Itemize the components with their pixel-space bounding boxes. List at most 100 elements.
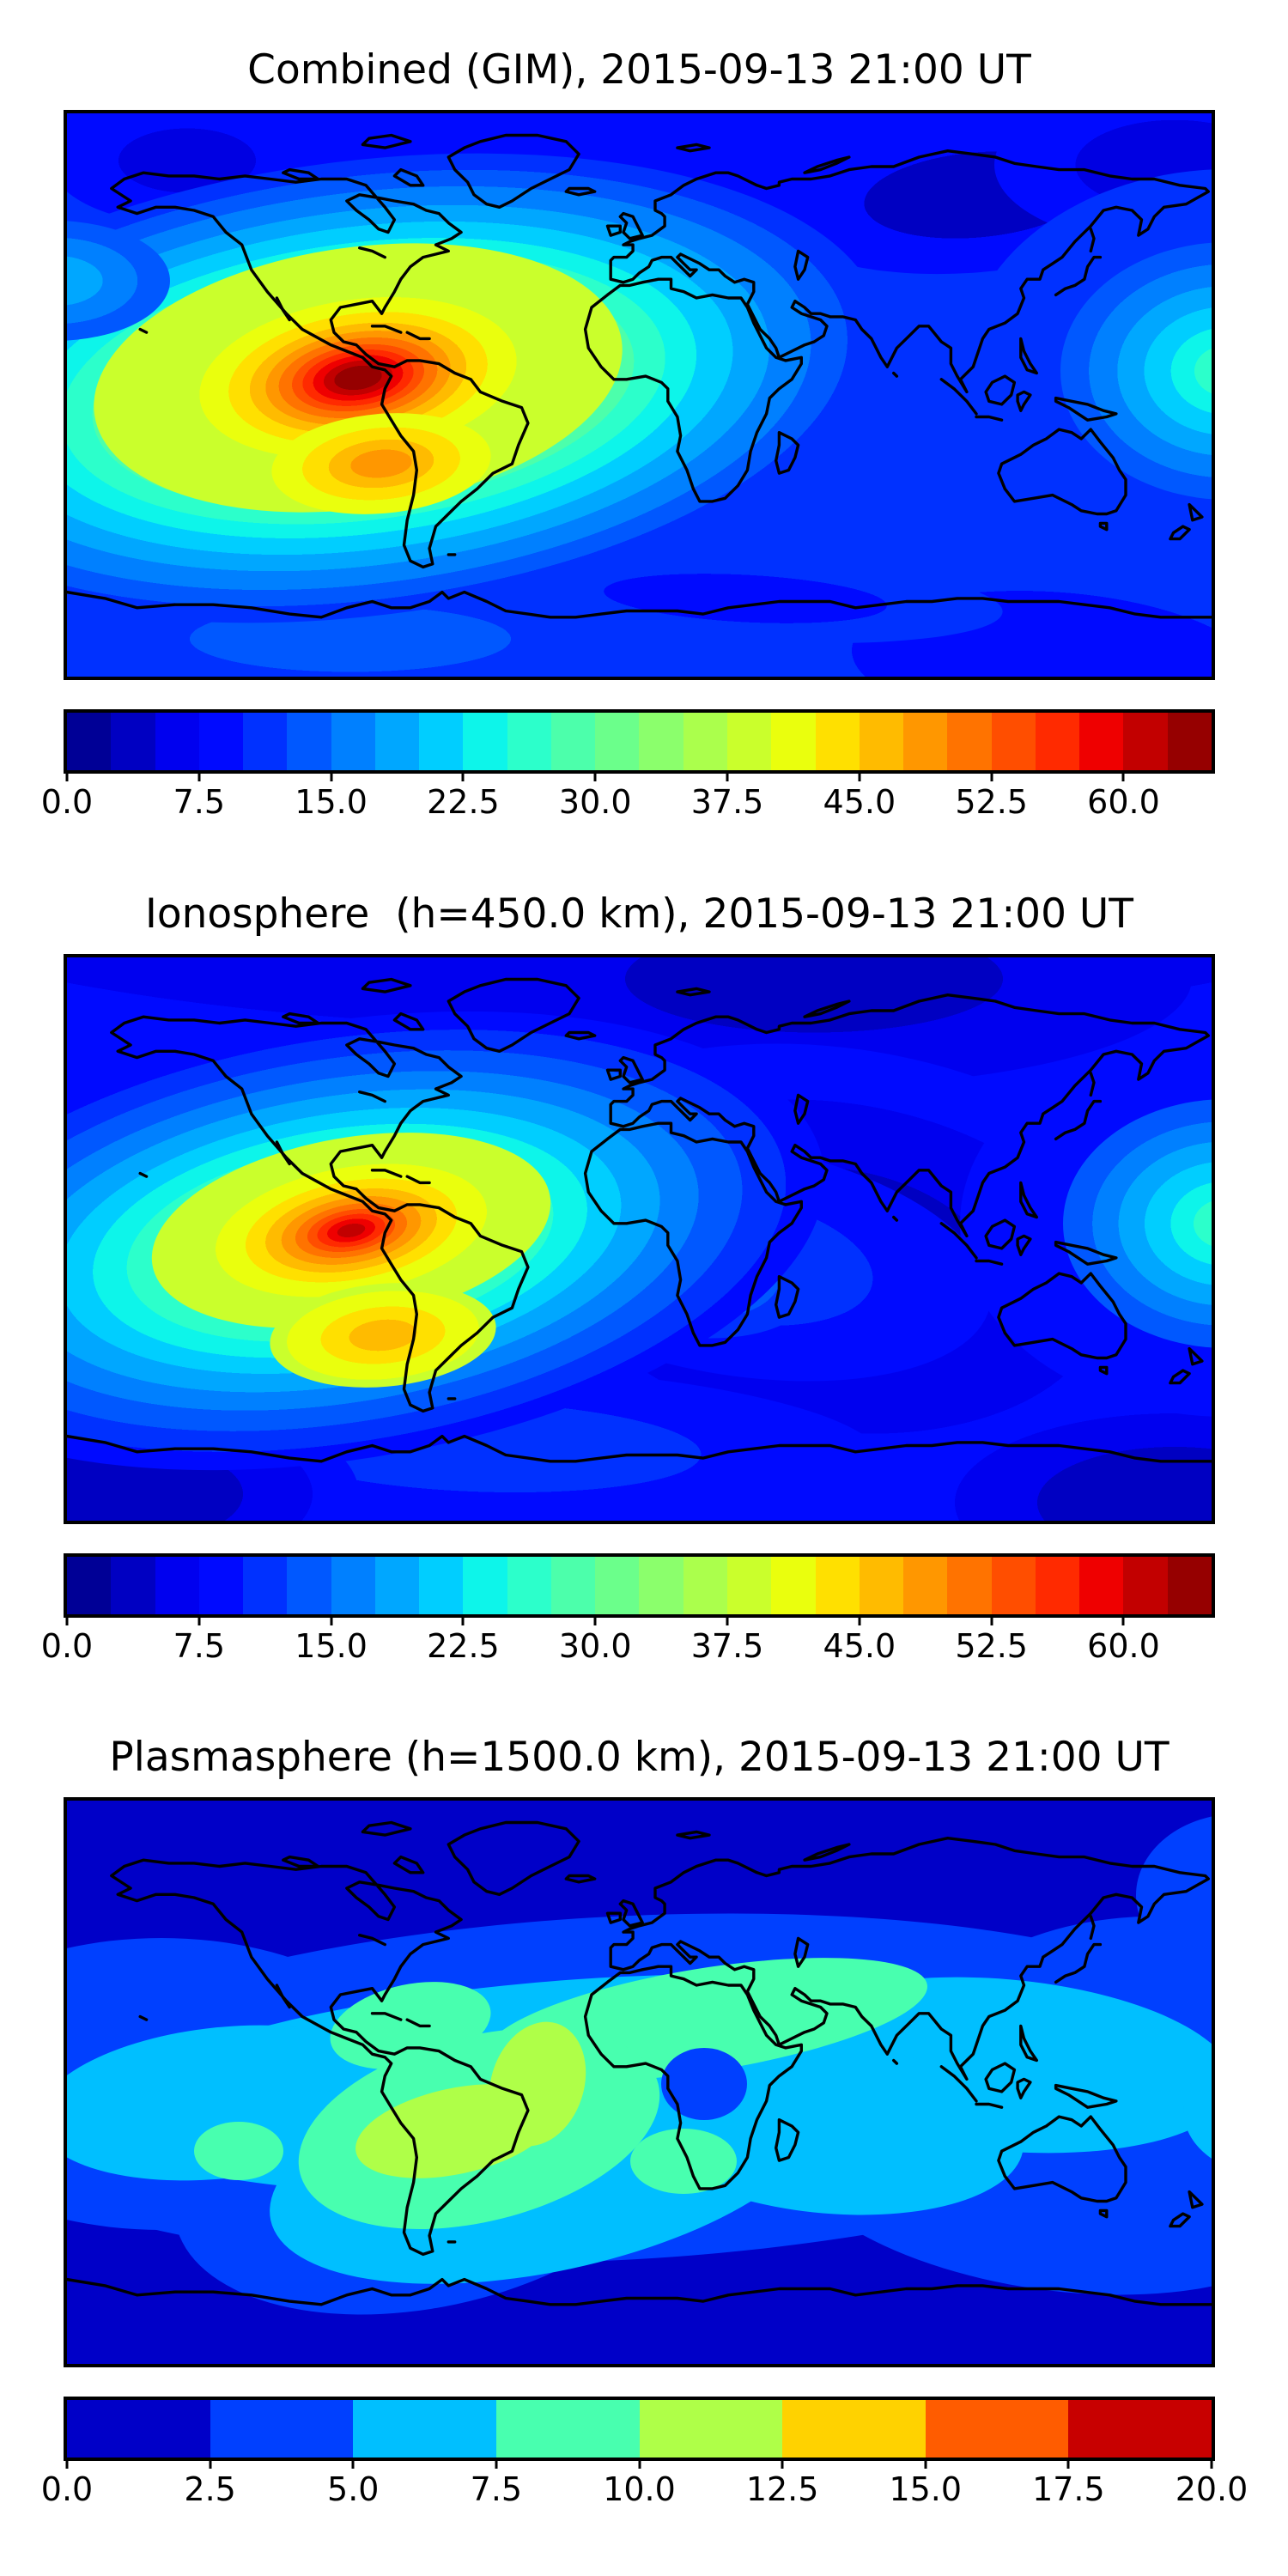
colorbar-tick-label: 0.0 <box>40 783 94 821</box>
colorbar-segment <box>859 713 904 770</box>
colorbar-segment <box>639 2400 783 2458</box>
colorbar-tick-label: 2.5 <box>184 2470 236 2508</box>
colorbar-segment <box>639 1557 683 1614</box>
coastlines <box>67 977 1212 1463</box>
colorbar-tick-mark <box>726 770 729 781</box>
colorbar-tick-label: 52.5 <box>955 783 1028 821</box>
colorbar-labels-plasmasphere: 0.0 2.5 5.0 7.5 10.0 12.5 15.0 17.5 20.0 <box>41 2470 1249 2513</box>
panel-title-combined: Combined (GIM), 2015-09-13 21:00 UT <box>247 46 1031 94</box>
colorbar-ionosphere <box>64 1553 1215 1618</box>
colorbar-segment <box>726 713 772 770</box>
colorbar-tick-mark <box>461 1614 465 1625</box>
colorbar-tick-label: 17.5 <box>1032 2470 1105 2508</box>
colorbar-tick-label: 7.5 <box>173 783 226 821</box>
colorbar-segment <box>463 1557 507 1614</box>
colorbar-tick-mark <box>858 770 861 781</box>
colorbar-segment <box>1079 1557 1124 1614</box>
colorbar-segment <box>550 1557 596 1614</box>
colorbar-tick-label: 5.0 <box>327 2470 380 2508</box>
colorbar-segment <box>67 1557 112 1614</box>
colorbar-segment <box>198 1557 244 1614</box>
colorbar-tick-mark <box>726 1614 729 1625</box>
colorbar-tick-label: 7.5 <box>470 2470 523 2508</box>
colorbar-segment <box>1167 713 1212 770</box>
colorbar-segment <box>463 713 507 770</box>
colorbar-segment <box>155 713 199 770</box>
colorbar-tick-mark <box>593 1614 597 1625</box>
coastlines <box>67 1820 1212 2306</box>
colorbar-segment <box>683 1557 727 1614</box>
colorbar-segment <box>859 1557 904 1614</box>
colorbar-tick-label: 0.0 <box>40 1627 94 1665</box>
colorbar-segment <box>507 713 551 770</box>
colorbar-segment <box>947 1557 992 1614</box>
colorbar-tick-mark <box>209 2458 212 2469</box>
colorbar-segment <box>1123 1557 1168 1614</box>
colorbar-segment <box>991 713 1036 770</box>
colorbar-tick-mark <box>197 770 201 781</box>
colorbar-segment <box>903 713 948 770</box>
map-combined <box>64 110 1215 680</box>
colorbar-segment <box>155 1557 199 1614</box>
contour-field <box>67 957 1212 1521</box>
colorbar-tick-label: 37.5 <box>690 1627 764 1665</box>
colorbar-tick-label: 60.0 <box>1087 1627 1160 1665</box>
colorbar-tick-mark <box>638 2458 641 2469</box>
colorbar-segment <box>1068 2400 1212 2458</box>
colorbar-segment <box>815 713 860 770</box>
colorbar-segment <box>111 713 155 770</box>
colorbar-segment <box>287 1557 331 1614</box>
colorbar-segment <box>331 713 375 770</box>
colorbar-segment <box>1123 713 1168 770</box>
colorbar-segment <box>595 1557 640 1614</box>
colorbar-segment <box>771 713 816 770</box>
colorbar-tick-mark <box>1121 770 1125 781</box>
map-ionosphere <box>64 954 1215 1524</box>
colorbar-segment <box>374 713 420 770</box>
contour-field <box>67 1816 1212 2315</box>
colorbar-segment <box>210 2400 354 2458</box>
colorbar-tick-label: 45.0 <box>823 783 896 821</box>
colorbar-segment <box>639 713 683 770</box>
colorbar-tick-label: 15.0 <box>889 2470 963 2508</box>
colorbar-tick-mark <box>197 1614 201 1625</box>
colorbar-ticks-combined <box>65 770 1212 782</box>
colorbar-segment <box>771 1557 816 1614</box>
colorbar-segment <box>353 2400 496 2458</box>
colorbar-tick-label: 10.0 <box>603 2470 676 2508</box>
colorbar-segment <box>507 1557 551 1614</box>
colorbar-segment <box>495 2400 640 2458</box>
colorbar-tick-label: 52.5 <box>955 1627 1028 1665</box>
colorbar-segment <box>419 1557 464 1614</box>
colorbar-ticks-plasmasphere <box>65 2458 1213 2470</box>
colorbar-tick-mark <box>65 770 69 781</box>
colorbar-tick-mark <box>924 2458 927 2469</box>
colorbar-tick-label: 15.0 <box>295 783 368 821</box>
colorbar-segment <box>782 2400 926 2458</box>
colorbar-segment <box>198 713 244 770</box>
colorbar-segment <box>331 1557 375 1614</box>
colorbar-tick-mark <box>858 1614 861 1625</box>
colorbar-ticks-ionosphere <box>65 1614 1212 1626</box>
colorbar-tick-label: 60.0 <box>1087 783 1160 821</box>
panel-title-ionosphere: Ionosphere (h=450.0 km), 2015-09-13 21:0… <box>144 890 1134 938</box>
colorbar-labels-combined: 0.0 7.5 15.0 22.5 30.0 37.5 45.0 52.5 60.0 <box>41 783 1212 826</box>
colorbar-tick-mark <box>1210 2458 1213 2469</box>
colorbar-combined <box>64 709 1215 774</box>
colorbar-tick-mark <box>351 2458 355 2469</box>
colorbar-tick-label: 12.5 <box>745 2470 819 2508</box>
colorbar-tick-mark <box>593 770 597 781</box>
colorbar-segment <box>683 713 727 770</box>
colorbar-tick-mark <box>1066 2458 1070 2469</box>
panel-title-plasmasphere: Plasmasphere (h=1500.0 km), 2015-09-13 2… <box>109 1734 1170 1781</box>
colorbar-tick-mark <box>330 770 333 781</box>
colorbar-tick-label: 22.5 <box>427 783 500 821</box>
colorbar-plasmasphere <box>64 2397 1215 2461</box>
colorbar-tick-label: 45.0 <box>823 1627 896 1665</box>
colorbar-tick-label: 22.5 <box>427 1627 500 1665</box>
colorbar-segment <box>287 713 331 770</box>
colorbar-segment <box>903 1557 948 1614</box>
colorbar-segment <box>374 1557 420 1614</box>
map-plasmasphere <box>64 1797 1215 2367</box>
colorbar-tick-label: 30.0 <box>558 1627 632 1665</box>
